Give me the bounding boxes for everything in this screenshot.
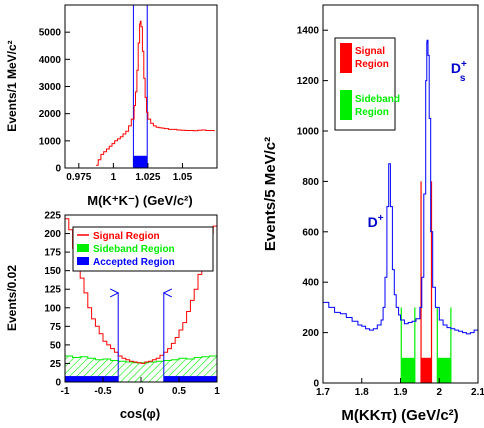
cosphi-legend-sideband-swatch [77,244,89,252]
mkk-xtick-label: 1 [111,172,117,183]
cosphi-legend-accepted-swatch [77,257,89,265]
mkk-ytick-label: 2000 [39,109,62,120]
mkkpi-ytick-label: 600 [302,227,319,238]
mkkpi-annotations: D+ D+ s [368,59,467,230]
mkkpi-signal-bar [421,357,432,383]
mkkpi-xlabel: M(KKπ) (GeV/c²) [341,407,458,424]
mkkpi-ytick-label: 0 [313,379,319,390]
cosphi-xtick-label: 0.5 [172,386,186,397]
mkk-ytick-label: 5000 [39,28,62,39]
cosphi-panel: -1 -0.5 0 0.5 1 0 25 50 75 100 125 150 175 200 225 Sig… [5,211,220,422]
cosphi-ytick-label: 50 [50,340,62,351]
cosphi-legend-signal-label: Signal Region [93,231,160,242]
cosphi-ytick-label: 75 [50,322,62,333]
cosphi-xtick-label: -0.5 [94,386,112,397]
mkkpi-xtick-label: 2.1 [471,387,484,398]
mkkpi-xtick-label: 2 [436,387,442,398]
mkk-frame [64,4,218,169]
cosphi-xlabel: cos(φ) [120,406,160,421]
mkk-xlabel: M(K⁺K⁻) (GeV/c²) [87,193,192,208]
cosphi-ytick-label: 200 [44,229,61,240]
mkk-panel: 0.975 1 1.025 1.05 0 1000 2000 3000 4000 5000 M(K… [5,4,218,208]
cosphi-ytick-label: 25 [50,359,62,370]
mkkpi-panel: 1.7 1.8 1.9 2 2.1 0 200 400 600 800 1000 1200 1400 S… [262,4,484,424]
mkkpi-ytick-label: 1200 [297,76,320,87]
mkk-xtick-label: 1.025 [135,172,160,183]
mkk-xtick-label: 1.05 [173,172,193,183]
cosphi-legend-box [72,226,214,272]
mkkpi-legend-sideband-swatch [340,90,352,120]
cosphi-accepted-bar [163,376,217,382]
mkk-xtick-label: 0.975 [66,172,91,183]
mkkpi-legend: Signal Region Sideband Region [334,37,400,131]
cosphi-xtick-label: -1 [61,386,70,397]
mkkpi-plot-area [323,39,479,383]
mkkpi-xtick-label: 1.7 [316,387,330,398]
cosphi-signal-line [65,218,218,364]
mkkpi-sideband-bar [437,357,451,383]
cosphi-ytick-label: 125 [44,285,61,296]
cosphi-sideband-fill [65,356,217,382]
cosphi-ytick-label: 0 [55,378,61,389]
mkkpi-ylabel: Events/5 MeV/c² [262,137,279,251]
mkkpi-xtick-label: 1.8 [355,387,369,398]
mkkpi-peak-label: D+ s [451,59,467,84]
cosphi-accepted-bar [65,376,119,382]
mkkpi-peak-label: D+ [368,213,384,230]
cosphi-cut-arrow [109,288,120,298]
cosphi-xtick-label: 1 [214,386,220,397]
mkk-accepted-region-bar [133,155,148,168]
mkkpi-ytick-label: 800 [302,177,319,188]
mkkpi-series-line [323,39,479,335]
mkk-ylabel: Events/1 MeV/c² [5,40,19,131]
mkk-ytick-label: 0 [55,164,61,175]
cosphi-ytick-label: 225 [44,211,61,222]
mkkpi-legend-signal-label-1: Signal [355,46,385,57]
mkkpi-legend-signal-label-2: Region [355,59,389,70]
mkkpi-ytick-label: 200 [302,328,319,339]
cosphi-ytick-label: 150 [44,266,61,277]
mkk-series-line [96,20,215,166]
cosphi-cut-arrow [162,288,173,298]
mkkpi-legend-sideband-label-2: Region [355,107,389,118]
mkk-ytick-label: 3000 [39,82,62,93]
cosphi-legend: Signal Region Sideband Region Accepted R… [72,226,214,272]
mkkpi-ytick-label: 1000 [297,127,320,138]
cosphi-ticks: -1 -0.5 0 0.5 1 0 25 50 75 100 125 150 175 200 225 [44,211,220,398]
mkkpi-legend-signal-swatch [340,43,352,73]
mkkpi-legend-sideband-label-1: Sideband [355,94,400,105]
cosphi-legend-sideband-label: Sideband Region [93,244,175,255]
mkkpi-xtick-label: 1.9 [394,387,408,398]
mkkpi-ytick-label: 1400 [297,26,320,37]
cosphi-plot-area [65,218,218,382]
mkk-ticks: 0.975 1 1.025 1.05 0 1000 2000 3000 4000 5000 [39,28,193,183]
mkkpi-sideband-bar [401,357,415,383]
mkk-ytick-label: 4000 [39,55,62,66]
cosphi-ylabel: Events/0.02 [5,265,19,331]
mkkpi-ticks: 1.7 1.8 1.9 2 2.1 0 200 400 600 800 1000 1200 1400 [297,26,484,398]
cosphi-ytick-label: 100 [44,303,61,314]
cosphi-ytick-label: 175 [44,248,61,259]
mkk-ytick-label: 1000 [39,136,62,147]
cosphi-xtick-label: 0 [138,386,144,397]
mkkpi-ytick-label: 400 [302,278,319,289]
cosphi-legend-accepted-label: Accepted Region [93,257,175,268]
mkk-plot-area [96,5,215,168]
